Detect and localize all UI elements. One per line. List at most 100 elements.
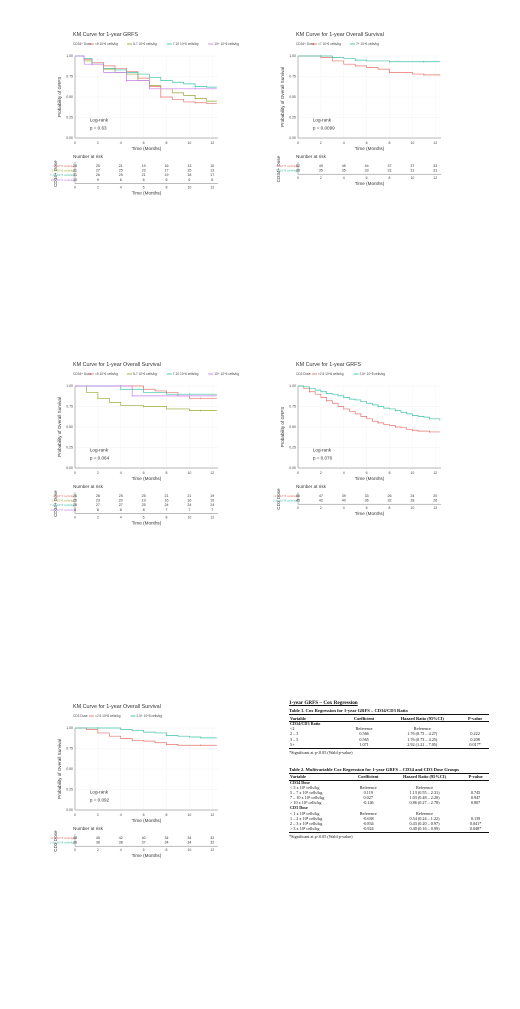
ytick-label: 0.75 (66, 405, 73, 409)
xtick-label: 4 (120, 471, 122, 475)
risk-count: 37 (410, 164, 414, 168)
risk-row-label: <7 10^6 cells/kg (275, 164, 297, 168)
risk-xtick-label: 8 (389, 506, 391, 510)
table1-cell-coef: 1.071 (344, 742, 384, 749)
table1-cell-coef: 0.566 (359, 731, 369, 737)
legend-label-2: 7-10 10^6 cells/kg (173, 372, 199, 376)
xtick-label: 6 (143, 471, 145, 475)
risk-xtick-label: 12 (210, 185, 214, 189)
risk-xtick-label: 2 (97, 848, 99, 852)
risk-count: 42 (119, 836, 123, 840)
xtick-label: 6 (366, 471, 368, 475)
risk-count: 38 (119, 841, 123, 845)
risk-count: 44 (365, 164, 369, 168)
ytick-label: 1.00 (66, 726, 73, 730)
legend-title: CD34+ Dose (73, 372, 92, 376)
risk-count: 34 (187, 841, 191, 845)
risk-xtick-label: 6 (143, 185, 145, 189)
risk-count: 48 (73, 836, 77, 840)
risk-count: 6 (143, 178, 145, 182)
table2-row: 2 – 3 x 10⁸ cells/kg -0.834 0.43 (0.20 – 0… (289, 820, 489, 827)
table2-cell-coef: -0.638 (362, 815, 374, 821)
km-curve-series-1 (298, 385, 441, 421)
ytick-label: 0.25 (66, 446, 73, 450)
x-axis-label: Time (Months) (132, 476, 162, 481)
risk-xtick-label: 8 (389, 176, 391, 180)
km-chart-5: KM Curve for 1-year Overall Survival CD3 … (50, 704, 218, 858)
table1-cell-var: <2 (290, 726, 295, 732)
risk-count: 13 (187, 164, 191, 168)
risk-xtick-label: 0 (74, 185, 76, 189)
km-chart-3: KM Curve for 1-year Overall Survival CD34… (50, 362, 239, 525)
risk-xtick-label: 4 (120, 185, 122, 189)
risk-xtick-label: 12 (210, 515, 214, 519)
risk-count: 9 (97, 178, 99, 182)
risk-xtick-label: 12 (433, 506, 437, 510)
risk-count: 40 (142, 836, 146, 840)
risk-count: 15 (210, 499, 214, 503)
risk-count: 16 (165, 499, 169, 503)
cox-heading: 1-year GRFS – Cox Regression (289, 700, 358, 706)
table1-footnote: *Significant at p<0.05 (Wald p-value) (289, 749, 353, 755)
km-panel-grfs-cd3: KM Curve for 1-year GRFS CD3 Dose <2.5 10^… (273, 358, 508, 558)
table1-cell-p: 0.017* (461, 742, 489, 749)
risk-count: 17 (165, 169, 169, 173)
ytick-label: 0.25 (66, 788, 73, 792)
risk-count: 16 (165, 164, 169, 168)
risk-count: 31 (73, 173, 77, 177)
logrank-label: Log-rank (90, 790, 109, 795)
legend-label-0: <7 10^6 cells/kg (318, 42, 341, 46)
risk-xtick-label: 2 (320, 176, 322, 180)
table2-body: CD34 Dose < 5 x 10⁶ cells/kg Reference Refe… (289, 780, 489, 833)
risk-count: 25 (96, 164, 100, 168)
xtick-label: 2 (97, 471, 99, 475)
km-curve-series-0 (75, 385, 217, 399)
risk-count: 25 (119, 169, 123, 173)
table2-cell-coef: 0.119 (363, 790, 373, 796)
risk-xtick-label: 0 (74, 848, 76, 852)
table2-header-pvalue: P-value (462, 772, 489, 781)
xtick-label: 0 (297, 141, 299, 145)
km-curve-series-0 (298, 55, 441, 76)
table2-row: CD34 Dose (289, 780, 489, 786)
ytick-label: 1.00 (66, 384, 73, 388)
risk-xtick-label: 6 (143, 848, 145, 852)
table2-cell-p: 0.807 (470, 800, 481, 806)
table2-cell-p: 0.139 (470, 815, 481, 821)
chart-title: KM Curve for 1-year Overall Survival (296, 32, 384, 38)
risk-row-label: 10+ 10^6 cells/kg (51, 178, 75, 182)
ytick-label: 0.00 (66, 136, 73, 140)
table2-row: > 10 x 10⁶ cells/kg -0.146 0.86 (0.27 – 2.… (289, 800, 489, 806)
risk-count: 39 (342, 494, 346, 498)
legend-label-1: 5-7 10^6 cells/kg (133, 42, 157, 46)
risk-count: 20 (119, 499, 123, 503)
table1-cell-var: 2 – 3 (290, 731, 299, 737)
legend-title: CD34+ Dose (296, 42, 315, 46)
table2-row: < 5 x 10⁶ cells/kg Reference Reference (289, 785, 489, 791)
risk-count: 10 (210, 164, 214, 168)
legend-label-1: 2.5+ 10^8 cells/kg (137, 714, 163, 718)
risk-count: 32 (210, 841, 214, 845)
xtick-label: 6 (143, 813, 145, 817)
xtick-label: 2 (320, 141, 322, 145)
risk-count: 26 (96, 494, 100, 498)
xtick-label: 12 (433, 141, 437, 145)
table1-cell-hr: Reference (413, 726, 431, 732)
xtick-label: 10 (187, 141, 191, 145)
xtick-label: 12 (210, 141, 214, 145)
table1-body: CD34/CD3 Ratio <2 Reference Reference 2 – 3 0… (289, 721, 489, 749)
risk-xtick-label: 10 (410, 506, 414, 510)
risk-count: 32 (210, 836, 214, 840)
ytick-label: 0.50 (66, 425, 73, 429)
risk-table-title: Number at risk (73, 154, 104, 159)
risk-count: 21 (165, 494, 169, 498)
table2-cell-coef: -0.834 (362, 820, 374, 826)
table2-cell-var: 5 – 7 x 10⁶ cells/kg (290, 790, 323, 796)
risk-count: 38 (73, 841, 77, 845)
risk-xtick-label: 12 (433, 176, 437, 180)
risk-count: 23 (96, 499, 100, 503)
table2-row: > 3 x 10⁸ cells/kg -0.924 0.40 (0.16 – 0.9… (289, 826, 489, 833)
xtick-label: 8 (166, 813, 168, 817)
legend-label-0: <2.5 10^8 cells/kg (95, 714, 121, 718)
xtick-label: 10 (410, 141, 414, 145)
